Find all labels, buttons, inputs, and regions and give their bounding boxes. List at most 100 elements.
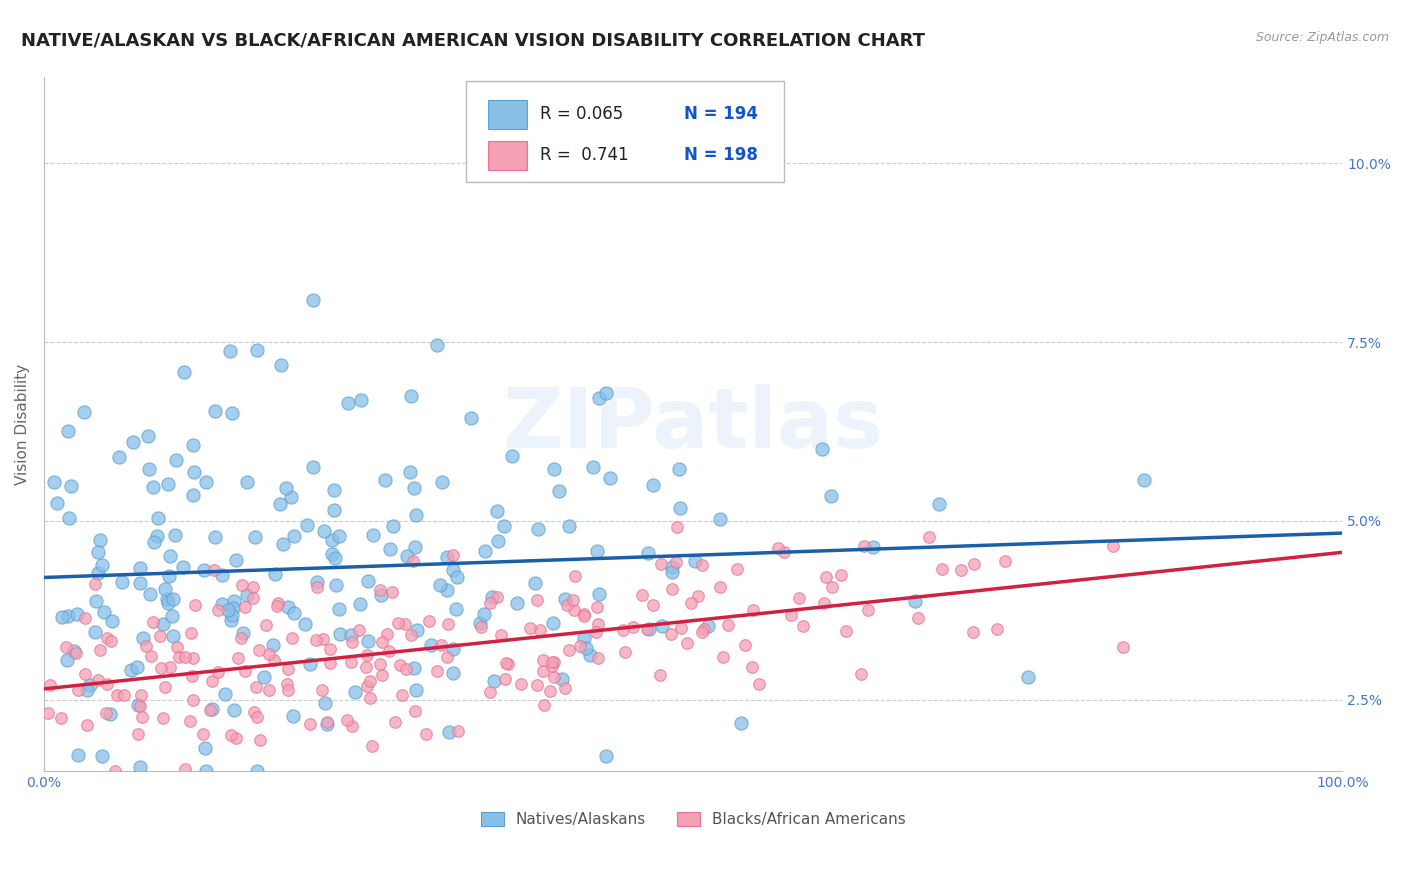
Point [907,611,929,625]
Point [204,404,226,418]
Point [94,706,117,720]
Point [359,674,381,689]
Point [157,596,180,610]
Point [247,643,270,657]
Point [257,683,280,698]
Point [436,550,458,565]
Point [820,489,842,503]
Point [179,714,201,728]
Point [479,684,502,698]
Point [55,653,77,667]
Point [162,630,184,644]
Point [277,683,299,698]
Text: R =  0.741: R = 0.741 [540,146,628,164]
Point [165,453,187,467]
Point [650,557,672,571]
Point [167,649,190,664]
Point [347,624,370,638]
Point [443,642,465,657]
Point [378,541,401,556]
Point [586,616,609,631]
Point [661,582,683,596]
Point [283,709,305,723]
Point [814,570,837,584]
Point [219,344,242,359]
Point [820,580,842,594]
Point [436,650,458,665]
Point [73,666,96,681]
Point [249,733,271,747]
Point [181,437,204,451]
Point [779,608,801,623]
Point [586,600,609,615]
Point [312,632,335,646]
Point [489,628,512,642]
Point [242,591,264,605]
Point [316,717,339,731]
Point [136,429,159,443]
Point [540,655,562,669]
Point [325,578,347,592]
Point [219,613,242,627]
Point [446,570,468,584]
Point [734,638,756,652]
Point [676,636,699,650]
Point [149,661,172,675]
Point [420,638,443,652]
Text: Source: ZipAtlas.com: Source: ZipAtlas.com [1256,31,1389,45]
Point [356,679,378,693]
Point [321,547,343,561]
Point [87,673,110,687]
Point [541,659,564,673]
Point [636,622,658,636]
Point [79,678,101,692]
Point [554,681,576,695]
Point [231,631,253,645]
Point [243,705,266,719]
Point [1101,539,1123,553]
Point [59,479,82,493]
Point [1017,670,1039,684]
Point [262,638,284,652]
Point [114,688,136,702]
Point [447,724,470,739]
Point [648,668,671,682]
Point [543,656,565,670]
Point [153,680,176,694]
Point [430,475,453,489]
Point [127,698,149,713]
Point [523,576,546,591]
Point [395,663,418,677]
Point [621,620,644,634]
Point [586,651,609,665]
Point [792,619,814,633]
Point [294,616,316,631]
Point [323,483,346,497]
Point [582,460,605,475]
Point [579,648,602,663]
Point [509,677,531,691]
Point [269,498,291,512]
Point [221,608,243,623]
Point [236,475,259,490]
Point [441,563,464,577]
Point [931,561,953,575]
Point [501,449,523,463]
Point [159,659,181,673]
Point [585,544,607,558]
Point [349,597,371,611]
Point [263,567,285,582]
Point [661,559,683,574]
Point [107,450,129,465]
Point [100,634,122,648]
Point [398,465,420,479]
Point [128,561,150,575]
Point [183,488,205,502]
Point [659,626,682,640]
Point [66,748,89,763]
Point [242,580,264,594]
Point [538,684,561,698]
Point [526,678,548,692]
Point [305,575,328,590]
Point [917,530,939,544]
